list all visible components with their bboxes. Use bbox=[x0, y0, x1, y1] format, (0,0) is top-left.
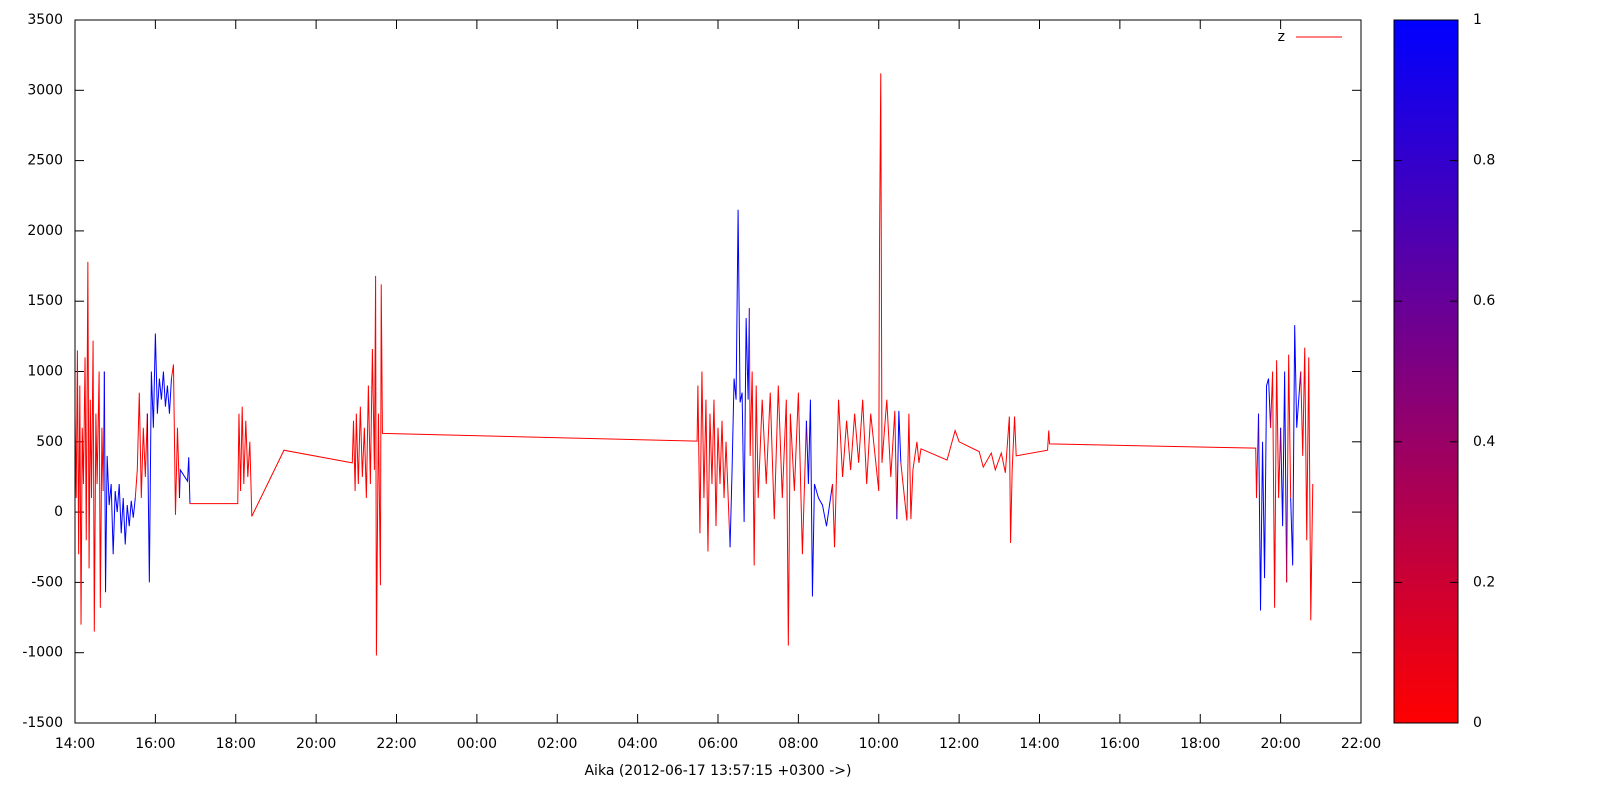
data-line bbox=[896, 410, 902, 520]
colorbar-tick-label: 0.2 bbox=[1473, 574, 1495, 590]
data-line bbox=[805, 399, 834, 597]
y-tick-label: -500 bbox=[31, 574, 63, 590]
data-line bbox=[1258, 378, 1272, 611]
y-tick-label: 3500 bbox=[27, 12, 63, 28]
y-tick-label: 2000 bbox=[27, 223, 63, 239]
x-tick-label: 12:00 bbox=[939, 736, 979, 752]
x-tick-label: 14:00 bbox=[1019, 736, 1059, 752]
data-line bbox=[1300, 347, 1314, 621]
data-line bbox=[189, 275, 731, 656]
x-tick-label: 02:00 bbox=[537, 736, 577, 752]
plot-frame bbox=[74, 19, 1362, 724]
data-line bbox=[1286, 354, 1292, 583]
x-tick-label: 00:00 bbox=[457, 736, 497, 752]
x-tick-label: 14:00 bbox=[55, 736, 95, 752]
x-tick-label: 06:00 bbox=[698, 736, 738, 752]
colorbar bbox=[1393, 19, 1459, 724]
data-line bbox=[103, 371, 136, 593]
x-tick-label: 10:00 bbox=[859, 736, 899, 752]
colorbar-tick-label: 0.6 bbox=[1473, 293, 1495, 309]
x-axis-label: Aika (2012-06-17 13:57:15 +0300 ->) bbox=[584, 763, 851, 779]
y-tick-label: 1500 bbox=[27, 293, 63, 309]
data-line bbox=[900, 413, 1260, 544]
colorbar-tick-label: 0.4 bbox=[1473, 434, 1495, 450]
data-line bbox=[1270, 360, 1282, 608]
x-tick-label: 16:00 bbox=[1100, 736, 1140, 752]
x-tick-label: 22:00 bbox=[1341, 736, 1381, 752]
x-tick-label: 20:00 bbox=[296, 736, 336, 752]
y-tick-label: 0 bbox=[54, 504, 63, 520]
y-tick-label: 1000 bbox=[27, 364, 63, 380]
x-tick-label: 22:00 bbox=[376, 736, 416, 752]
x-tick-label: 08:00 bbox=[778, 736, 818, 752]
x-tick-label: 18:00 bbox=[1180, 736, 1220, 752]
x-tick-label: 16:00 bbox=[135, 736, 175, 752]
y-tick-label: -1000 bbox=[22, 645, 63, 661]
colorbar-tick-label: 0.8 bbox=[1473, 153, 1495, 169]
data-line bbox=[832, 73, 898, 548]
y-tick-label: 3000 bbox=[27, 82, 63, 98]
x-tick-label: 20:00 bbox=[1260, 736, 1300, 752]
colorbar-tick-label: 0 bbox=[1473, 715, 1482, 731]
data-line bbox=[729, 209, 750, 548]
data-line bbox=[748, 308, 807, 646]
data-line bbox=[146, 333, 172, 583]
x-tick-label: 04:00 bbox=[617, 736, 657, 752]
x-tick-label: 18:00 bbox=[216, 736, 256, 752]
data-line bbox=[1280, 371, 1288, 583]
data-line bbox=[178, 457, 191, 504]
legend-label: z bbox=[1278, 29, 1285, 45]
y-tick-label: -1500 bbox=[22, 715, 63, 731]
data-line bbox=[74, 261, 105, 632]
data-line bbox=[1290, 325, 1302, 566]
data-line bbox=[170, 364, 180, 515]
y-tick-label: 2500 bbox=[27, 153, 63, 169]
data-line bbox=[134, 392, 148, 499]
y-tick-label: 500 bbox=[36, 434, 63, 450]
colorbar-tick-label: 1 bbox=[1473, 12, 1482, 28]
